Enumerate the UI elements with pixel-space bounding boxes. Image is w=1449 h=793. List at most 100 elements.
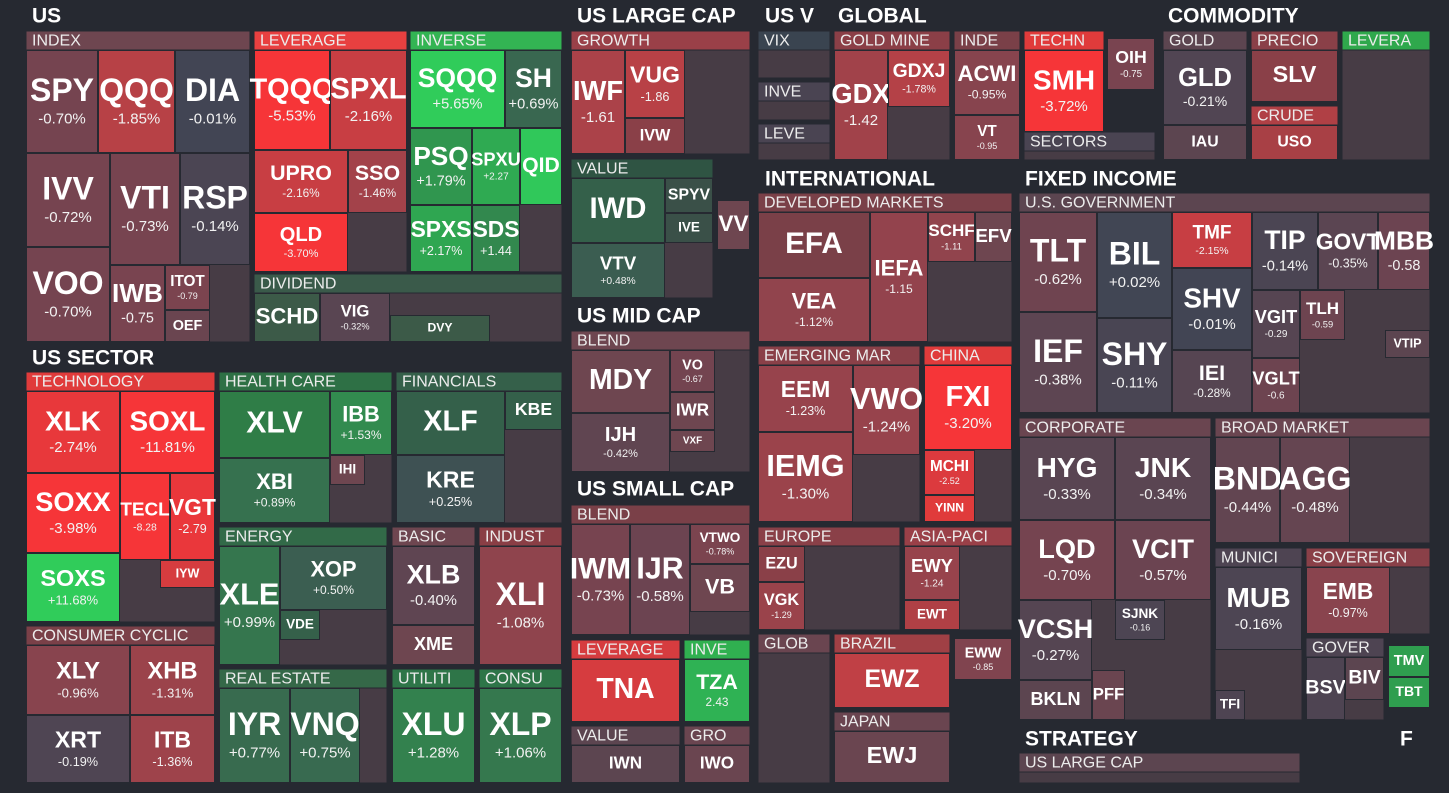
- change-label: -0.96%: [57, 685, 99, 700]
- tile: [834, 653, 950, 708]
- section-title: F: [1400, 728, 1413, 751]
- ticker: GDXJ: [893, 60, 946, 82]
- change-label: -1.85%: [113, 111, 161, 128]
- ticker: TNA: [596, 673, 654, 705]
- tile: [26, 473, 120, 553]
- tile: [520, 128, 562, 205]
- ticker: ACWI: [958, 61, 1017, 86]
- ticker: SQQQ: [418, 63, 498, 93]
- group-label: LEVERAGE: [260, 33, 346, 50]
- change-label: -0.19%: [58, 755, 98, 769]
- ticker: EZU: [765, 554, 797, 572]
- tile: [320, 293, 390, 342]
- group-label: CONSUMER CYCLIC: [32, 628, 188, 645]
- ticker: XLY: [56, 657, 100, 684]
- change-label: -0.79: [177, 291, 198, 301]
- ticker: PSQ: [413, 141, 468, 171]
- tile: [571, 178, 665, 243]
- change-label: -0.67: [682, 374, 703, 384]
- tile: [853, 365, 920, 455]
- change-label: +2.17%: [420, 244, 463, 258]
- ticker: VGLT: [1252, 368, 1299, 388]
- ticker: IJH: [605, 424, 636, 446]
- group-label: JAPAN: [840, 714, 890, 731]
- ticker: UPRO: [270, 161, 332, 185]
- change-label: -0.85: [973, 662, 994, 672]
- ticker: IYW: [176, 566, 200, 580]
- group-header: [757, 633, 831, 654]
- section-title: US V: [765, 5, 814, 28]
- ticker: VEA: [792, 289, 837, 314]
- tile: [254, 293, 320, 342]
- tile: [1019, 520, 1115, 600]
- ticker: MUB: [1226, 581, 1290, 613]
- tile: [505, 50, 562, 128]
- ticker: IVW: [640, 126, 671, 144]
- tile: [924, 450, 975, 495]
- ticker: VCIT: [1132, 533, 1194, 564]
- tile: [1306, 657, 1345, 720]
- change-label: +0.25%: [429, 495, 472, 509]
- ticker: ITB: [154, 726, 191, 752]
- tile: [392, 625, 475, 665]
- tile: [1163, 125, 1247, 160]
- group-label: BLEND: [577, 333, 630, 350]
- group-header: [1341, 30, 1431, 51]
- tile: [1172, 212, 1252, 268]
- change-label: +2.27: [483, 172, 509, 183]
- change-label: -2.15%: [1195, 245, 1228, 257]
- change-label: +0.89%: [254, 496, 296, 510]
- change-label: -1.12%: [795, 315, 833, 329]
- ticker: TMF: [1192, 223, 1231, 244]
- group-label: DIVIDEND: [260, 276, 336, 293]
- tile: [1024, 50, 1104, 132]
- group-label: LEVE: [764, 126, 805, 143]
- ticker: IEF: [1033, 333, 1083, 369]
- tile: [834, 50, 888, 160]
- ticker: JNK: [1135, 451, 1192, 483]
- tile: [1252, 212, 1318, 290]
- ticker: XLB: [407, 560, 461, 590]
- change-label: 2.43: [706, 695, 729, 709]
- tile: [1215, 437, 1280, 543]
- section-title: US: [32, 5, 61, 28]
- tile: [1345, 657, 1384, 700]
- change-label: -1.46%: [359, 186, 397, 200]
- group-label: INVERSE: [416, 33, 486, 50]
- tile: [717, 200, 750, 250]
- ticker: EWW: [965, 645, 1002, 661]
- tile: [954, 638, 1012, 680]
- ticker: IBB: [342, 402, 380, 427]
- tile: [665, 213, 713, 243]
- ticker: DVY: [427, 321, 452, 335]
- group-label: CORPORATE: [1025, 420, 1125, 437]
- tile: [1097, 212, 1172, 318]
- ticker: QID: [522, 154, 560, 177]
- section-title: US LARGE CAP: [577, 5, 736, 28]
- ticker: IVV: [42, 170, 94, 206]
- tile: [1097, 318, 1172, 413]
- change-label: -0.59: [1312, 318, 1333, 329]
- ticker: VNQ: [290, 706, 359, 742]
- ticker: VTIP: [1394, 336, 1422, 350]
- ticker: QLD: [280, 224, 322, 246]
- change-label: -3.98%: [49, 520, 97, 537]
- change-label: -0.29: [1265, 329, 1288, 340]
- tile: [1385, 330, 1430, 358]
- group-label: VIX: [764, 33, 790, 50]
- ticker: EFV: [975, 225, 1012, 246]
- change-label: -0.16: [1130, 623, 1151, 633]
- ticker: TBT: [1395, 683, 1423, 699]
- tile: [954, 50, 1020, 115]
- tile: [165, 310, 210, 342]
- ticker: VWO: [850, 382, 923, 416]
- tile: [26, 553, 120, 622]
- tile: [924, 365, 1012, 450]
- tile: [954, 115, 1020, 160]
- ticker: LQD: [1038, 533, 1095, 564]
- group-header: [757, 526, 901, 547]
- tile: [630, 524, 690, 635]
- tile: [130, 715, 215, 783]
- tile: [1388, 645, 1430, 677]
